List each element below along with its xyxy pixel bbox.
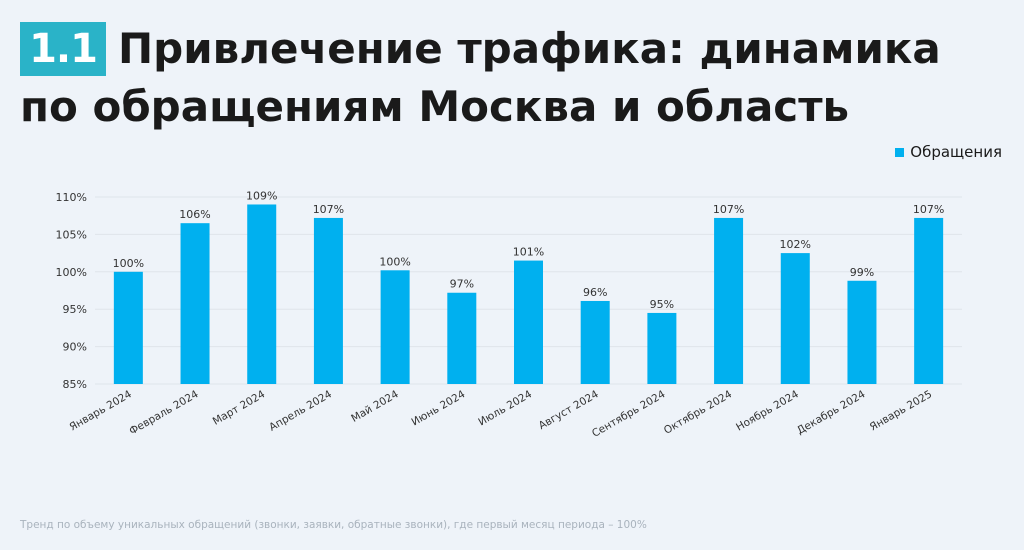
data-label: 107% [713,203,744,216]
x-tick-label: Сентябрь 2024 [590,388,668,440]
section-number-badge: 1.1 [20,22,106,76]
x-tick-label: Февраль 2024 [127,388,201,437]
bar [647,312,677,384]
x-tick-label: Январь 2025 [868,388,934,433]
x-tick-label: Август 2024 [537,388,601,432]
bar [447,292,477,384]
data-label: 106% [179,208,210,221]
data-label: 96% [583,286,607,299]
bar [113,271,143,384]
y-tick-label: 105% [56,228,87,241]
x-tick-label: Июнь 2024 [410,388,468,428]
bar [847,280,877,384]
footnote: Тренд по объему уникальных обращений (зв… [20,519,647,531]
bar [380,270,410,384]
data-label: 100% [113,257,144,270]
y-tick-label: 95% [63,303,87,316]
legend-swatch [895,147,905,157]
x-tick-label: Декабрь 2024 [795,388,868,437]
data-label: 97% [450,278,474,291]
x-tick-label: Июль 2024 [476,388,534,428]
data-label: 109% [246,189,277,202]
x-tick-label: Ноябрь 2024 [734,388,801,434]
bar [180,223,210,384]
y-tick-label: 90% [63,341,87,354]
data-label: 99% [850,266,874,279]
data-label: 101% [513,246,544,259]
bar [780,253,810,384]
x-tick-label: Январь 2024 [67,388,134,433]
bar [247,204,277,384]
y-tick-label: 110% [56,191,87,204]
y-tick-label: 85% [63,378,87,391]
legend-label: Обращения [910,143,1002,161]
x-tick-label: Апрель 2024 [267,388,334,434]
data-label: 107% [913,203,944,216]
bar [580,300,610,384]
y-tick-label: 100% [56,266,87,279]
bar [714,217,744,384]
bar [514,260,543,384]
data-label: 107% [313,203,344,216]
data-label: 95% [650,298,674,311]
x-tick-label: Октябрь 2024 [662,388,734,437]
x-tick-label: Май 2024 [349,388,401,425]
chart-legend: Обращения [895,143,1002,161]
x-tick-label: Март 2024 [211,388,268,428]
data-label: 100% [379,255,410,268]
bar [914,217,944,384]
page-title-text: Привлечение трафика: динамика по обращен… [20,24,941,131]
data-label: 102% [780,238,811,251]
page-title: Привлечение трафика: динамика по обращен… [20,20,1010,136]
bar [313,217,343,384]
